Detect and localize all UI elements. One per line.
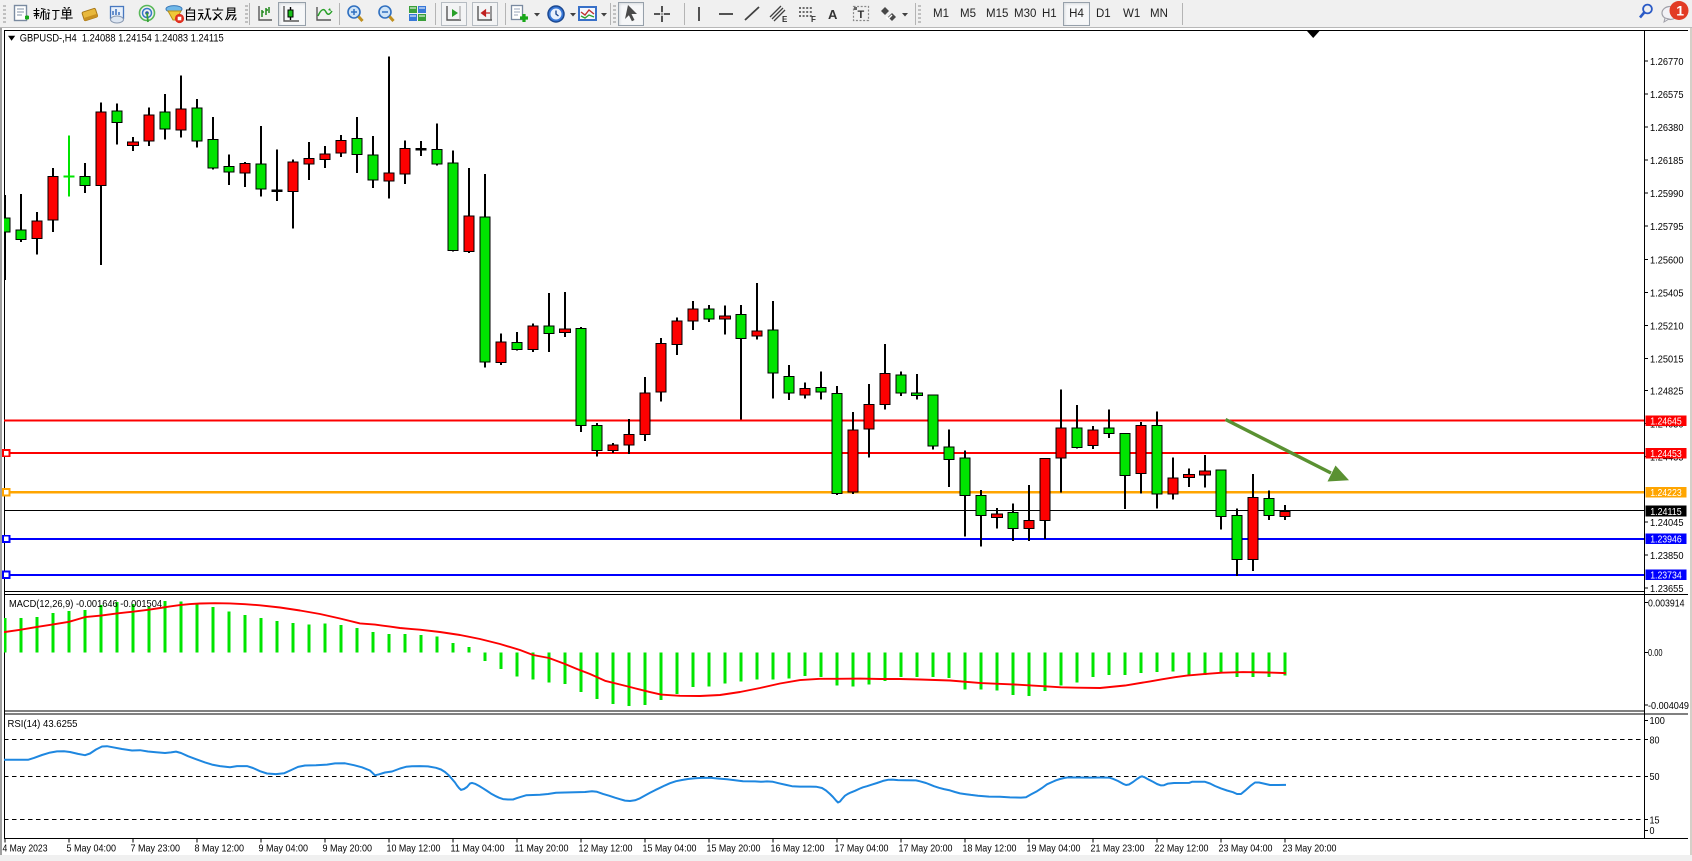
svg-text:0.00: 0.00: [1648, 647, 1663, 659]
svg-text:1.25990: 1.25990: [1650, 188, 1684, 200]
svg-text:1.26185: 1.26185: [1650, 155, 1684, 167]
svg-text:1.24645: 1.24645: [1650, 415, 1682, 427]
svg-text:1.26770: 1.26770: [1650, 56, 1684, 68]
svg-text:1.25600: 1.25600: [1650, 254, 1684, 266]
svg-text:22 May 12:00: 22 May 12:00: [1155, 843, 1209, 855]
svg-text:16 May 12:00: 16 May 12:00: [771, 843, 825, 855]
svg-text:1.26575: 1.26575: [1650, 89, 1684, 101]
svg-text:19 May 04:00: 19 May 04:00: [1027, 843, 1081, 855]
svg-text:7 May 23:00: 7 May 23:00: [131, 843, 181, 855]
svg-text:MACD(12,26,9) -0.001646 -0.001: MACD(12,26,9) -0.001646 -0.001504: [9, 598, 162, 610]
svg-text:4 May 2023: 4 May 2023: [3, 843, 48, 855]
svg-text:15 May 04:00: 15 May 04:00: [643, 843, 697, 855]
svg-text:1.24825: 1.24825: [1650, 385, 1684, 397]
svg-text:50: 50: [1650, 771, 1660, 783]
svg-text:21 May 23:00: 21 May 23:00: [1091, 843, 1145, 855]
svg-text:10 May 12:00: 10 May 12:00: [387, 843, 441, 855]
svg-text:11 May 04:00: 11 May 04:00: [451, 843, 505, 855]
svg-text:17 May 04:00: 17 May 04:00: [835, 843, 889, 855]
svg-text:F: F: [811, 15, 816, 24]
svg-text:1.24045: 1.24045: [1650, 517, 1684, 529]
svg-text:23 May 04:00: 23 May 04:00: [1219, 843, 1273, 855]
svg-text:1.24223: 1.24223: [1650, 487, 1682, 499]
svg-text:12 May 12:00: 12 May 12:00: [579, 843, 633, 855]
svg-text:1.25405: 1.25405: [1650, 287, 1684, 299]
svg-text:17 May 20:00: 17 May 20:00: [899, 843, 953, 855]
svg-text:GBPUSD-,H4 1.24088 1.24154 1.: GBPUSD-,H4 1.24088 1.24154 1.24083 1.241…: [20, 32, 224, 44]
svg-text:1.23850: 1.23850: [1650, 550, 1684, 562]
svg-text:1.25795: 1.25795: [1650, 221, 1684, 233]
svg-text:1.24115: 1.24115: [1650, 506, 1682, 518]
svg-text:E: E: [782, 15, 788, 24]
svg-text:RSI(14) 43.6255: RSI(14) 43.6255: [8, 718, 78, 730]
svg-text:-0.004049: -0.004049: [1648, 700, 1689, 712]
svg-text:80: 80: [1650, 734, 1660, 746]
svg-text:5 May 04:00: 5 May 04:00: [67, 843, 117, 855]
svg-text:11 May 20:00: 11 May 20:00: [515, 843, 569, 855]
svg-text:T: T: [858, 9, 865, 21]
svg-text:1.26380: 1.26380: [1650, 122, 1684, 134]
svg-text:9 May 04:00: 9 May 04:00: [259, 843, 309, 855]
svg-text:1.25015: 1.25015: [1650, 353, 1684, 365]
svg-text:1.23655: 1.23655: [1650, 583, 1684, 595]
svg-text:15 May 20:00: 15 May 20:00: [707, 843, 761, 855]
svg-text:100: 100: [1650, 715, 1665, 727]
svg-text:0: 0: [1650, 825, 1655, 837]
svg-text:15: 15: [1650, 814, 1660, 826]
svg-text:1.25210: 1.25210: [1650, 320, 1684, 332]
svg-text:1.23734: 1.23734: [1650, 570, 1682, 582]
svg-text:23 May 20:00: 23 May 20:00: [1283, 843, 1337, 855]
svg-text:0.003914: 0.003914: [1648, 597, 1685, 609]
svg-text:1.24453: 1.24453: [1650, 448, 1682, 460]
svg-text:9 May 20:00: 9 May 20:00: [323, 843, 373, 855]
svg-text:1: 1: [1676, 3, 1684, 19]
svg-text:8 May 12:00: 8 May 12:00: [195, 843, 245, 855]
svg-text:18 May 12:00: 18 May 12:00: [963, 843, 1017, 855]
svg-text:1.23946: 1.23946: [1650, 534, 1682, 546]
